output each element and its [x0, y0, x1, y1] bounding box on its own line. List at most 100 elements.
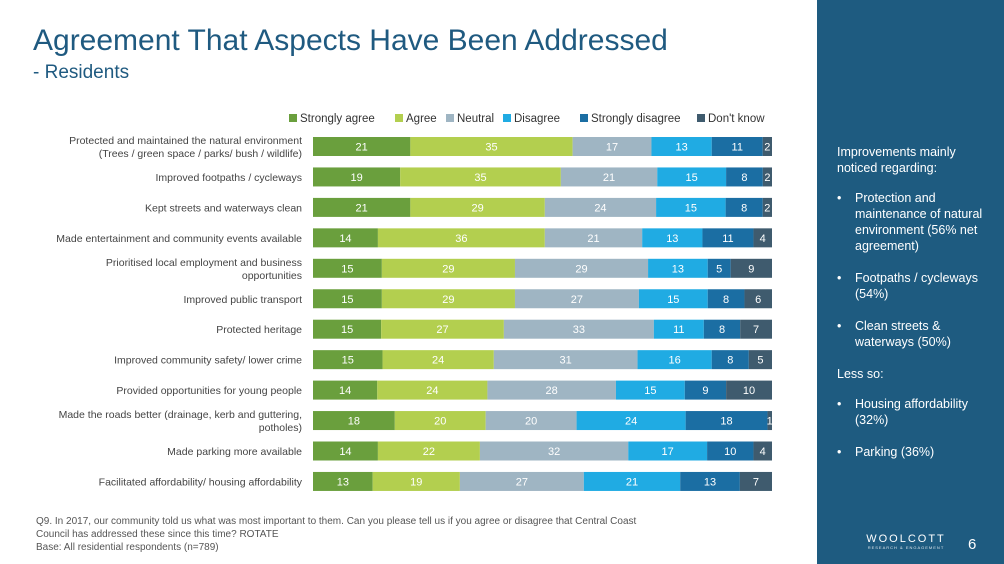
bar-segment	[313, 411, 395, 431]
data-label: 15	[342, 355, 354, 367]
data-label: 10	[743, 385, 755, 397]
bar-segment	[313, 319, 382, 339]
data-label: 24	[432, 355, 444, 367]
data-label: 13	[666, 233, 678, 245]
data-label: 13	[337, 476, 349, 488]
bar-segment	[487, 380, 616, 400]
bar-segment	[762, 197, 772, 217]
data-label: 9	[748, 263, 754, 275]
bar-segment	[707, 258, 731, 278]
less-so-item: Parking (36%)	[837, 444, 997, 460]
page-title: Agreement That Aspects Have Been Address…	[33, 24, 668, 57]
data-label: 8	[741, 172, 747, 184]
data-label: 13	[704, 476, 716, 488]
data-label: 28	[546, 385, 558, 397]
bar-segment	[313, 197, 411, 217]
data-label: 36	[455, 233, 467, 245]
data-label: 4	[760, 233, 766, 245]
bar-segment	[753, 228, 772, 248]
data-label: 21	[603, 172, 615, 184]
data-label: 13	[675, 142, 687, 154]
bar-segment	[514, 258, 649, 278]
legend-label: Don't know	[708, 113, 765, 125]
bar-segment	[313, 350, 383, 370]
bar-segment	[656, 197, 726, 217]
data-label: 14	[339, 233, 351, 245]
data-label: 32	[548, 446, 560, 458]
bar-segment	[394, 411, 486, 431]
bar-segment	[313, 137, 411, 156]
category-label: Made the roads better (drainage, kerb an…	[59, 409, 302, 421]
data-label: 24	[594, 202, 606, 214]
legend-swatch	[395, 114, 403, 122]
bar-segment	[381, 258, 515, 278]
bar-segment	[657, 167, 727, 187]
data-label: 21	[356, 202, 368, 214]
category-label: Protected heritage	[216, 324, 302, 336]
data-label: 27	[516, 476, 528, 488]
data-label: 15	[341, 324, 353, 336]
less-so-label: Less so:	[837, 367, 884, 381]
category-label: Made entertainment and community events …	[56, 233, 302, 245]
bar-segment	[744, 289, 772, 309]
bar-segment	[725, 197, 763, 217]
bar-segment	[711, 137, 763, 156]
category-label: Made parking more available	[167, 446, 302, 458]
improvement-item: Protection and maintenance of natural en…	[837, 190, 997, 254]
bar-segment	[313, 441, 378, 461]
footnote-question-cont: Council has addressed these since this t…	[36, 529, 279, 540]
data-label: 14	[339, 385, 351, 397]
bar-segment	[410, 137, 573, 156]
bar-segment	[748, 350, 772, 370]
footnote-question: Q9. In 2017, our community told us what …	[36, 516, 637, 527]
page-number: 6	[968, 536, 977, 553]
bar-segment	[485, 411, 577, 431]
bar-segment	[711, 350, 749, 370]
data-label: 21	[587, 233, 599, 245]
improvement-item: Footpaths / cycleways (54%)	[837, 270, 997, 302]
category-label: potholes)	[259, 422, 302, 434]
bar-segment	[628, 441, 708, 461]
data-label: 11	[732, 142, 743, 154]
data-label: 2	[764, 142, 770, 154]
bar-segment	[313, 228, 378, 248]
bar-segment	[503, 319, 654, 339]
bar-segment	[684, 380, 727, 400]
bar-segment	[493, 350, 638, 370]
bar-segment	[767, 411, 772, 431]
data-label: 19	[410, 476, 422, 488]
data-label: 29	[442, 294, 454, 306]
data-label: 15	[667, 294, 679, 306]
data-label: 29	[575, 263, 587, 275]
bar-segment	[313, 289, 382, 309]
bar-segment	[313, 471, 373, 491]
category-label: Improved footpaths / cycleways	[156, 172, 302, 184]
data-label: 21	[356, 142, 368, 154]
bar-segment	[544, 228, 643, 248]
bar-segment	[707, 289, 745, 309]
data-label: 31	[560, 355, 572, 367]
data-label: 35	[485, 142, 497, 154]
data-label: 11	[673, 324, 684, 336]
data-label: 22	[423, 446, 435, 458]
improvement-item: Clean streets & waterways (50%)	[837, 318, 997, 350]
bar-segment	[572, 137, 652, 156]
legend-swatch	[446, 114, 454, 122]
legend-label: Disagree	[514, 113, 560, 125]
less-so-item: Housing affordability (32%)	[837, 396, 997, 428]
bar-segment	[702, 228, 754, 248]
less-so-list: Housing affordability (32%) Parking (36%…	[837, 396, 997, 460]
data-label: 18	[720, 416, 732, 428]
category-label: Protected and maintained the natural env…	[69, 135, 302, 147]
logo-tagline: RESEARCH & ENGAGEMENT	[867, 545, 945, 550]
page-subtitle: - Residents	[33, 62, 130, 83]
data-label: 16	[669, 355, 681, 367]
data-label: 24	[426, 385, 438, 397]
data-label: 29	[442, 263, 454, 275]
bar-segment	[680, 471, 740, 491]
bar-segment	[459, 471, 584, 491]
data-label: 24	[625, 416, 637, 428]
bar-segment	[377, 228, 545, 248]
bar-segment	[544, 197, 657, 217]
bar-segment	[615, 380, 685, 400]
